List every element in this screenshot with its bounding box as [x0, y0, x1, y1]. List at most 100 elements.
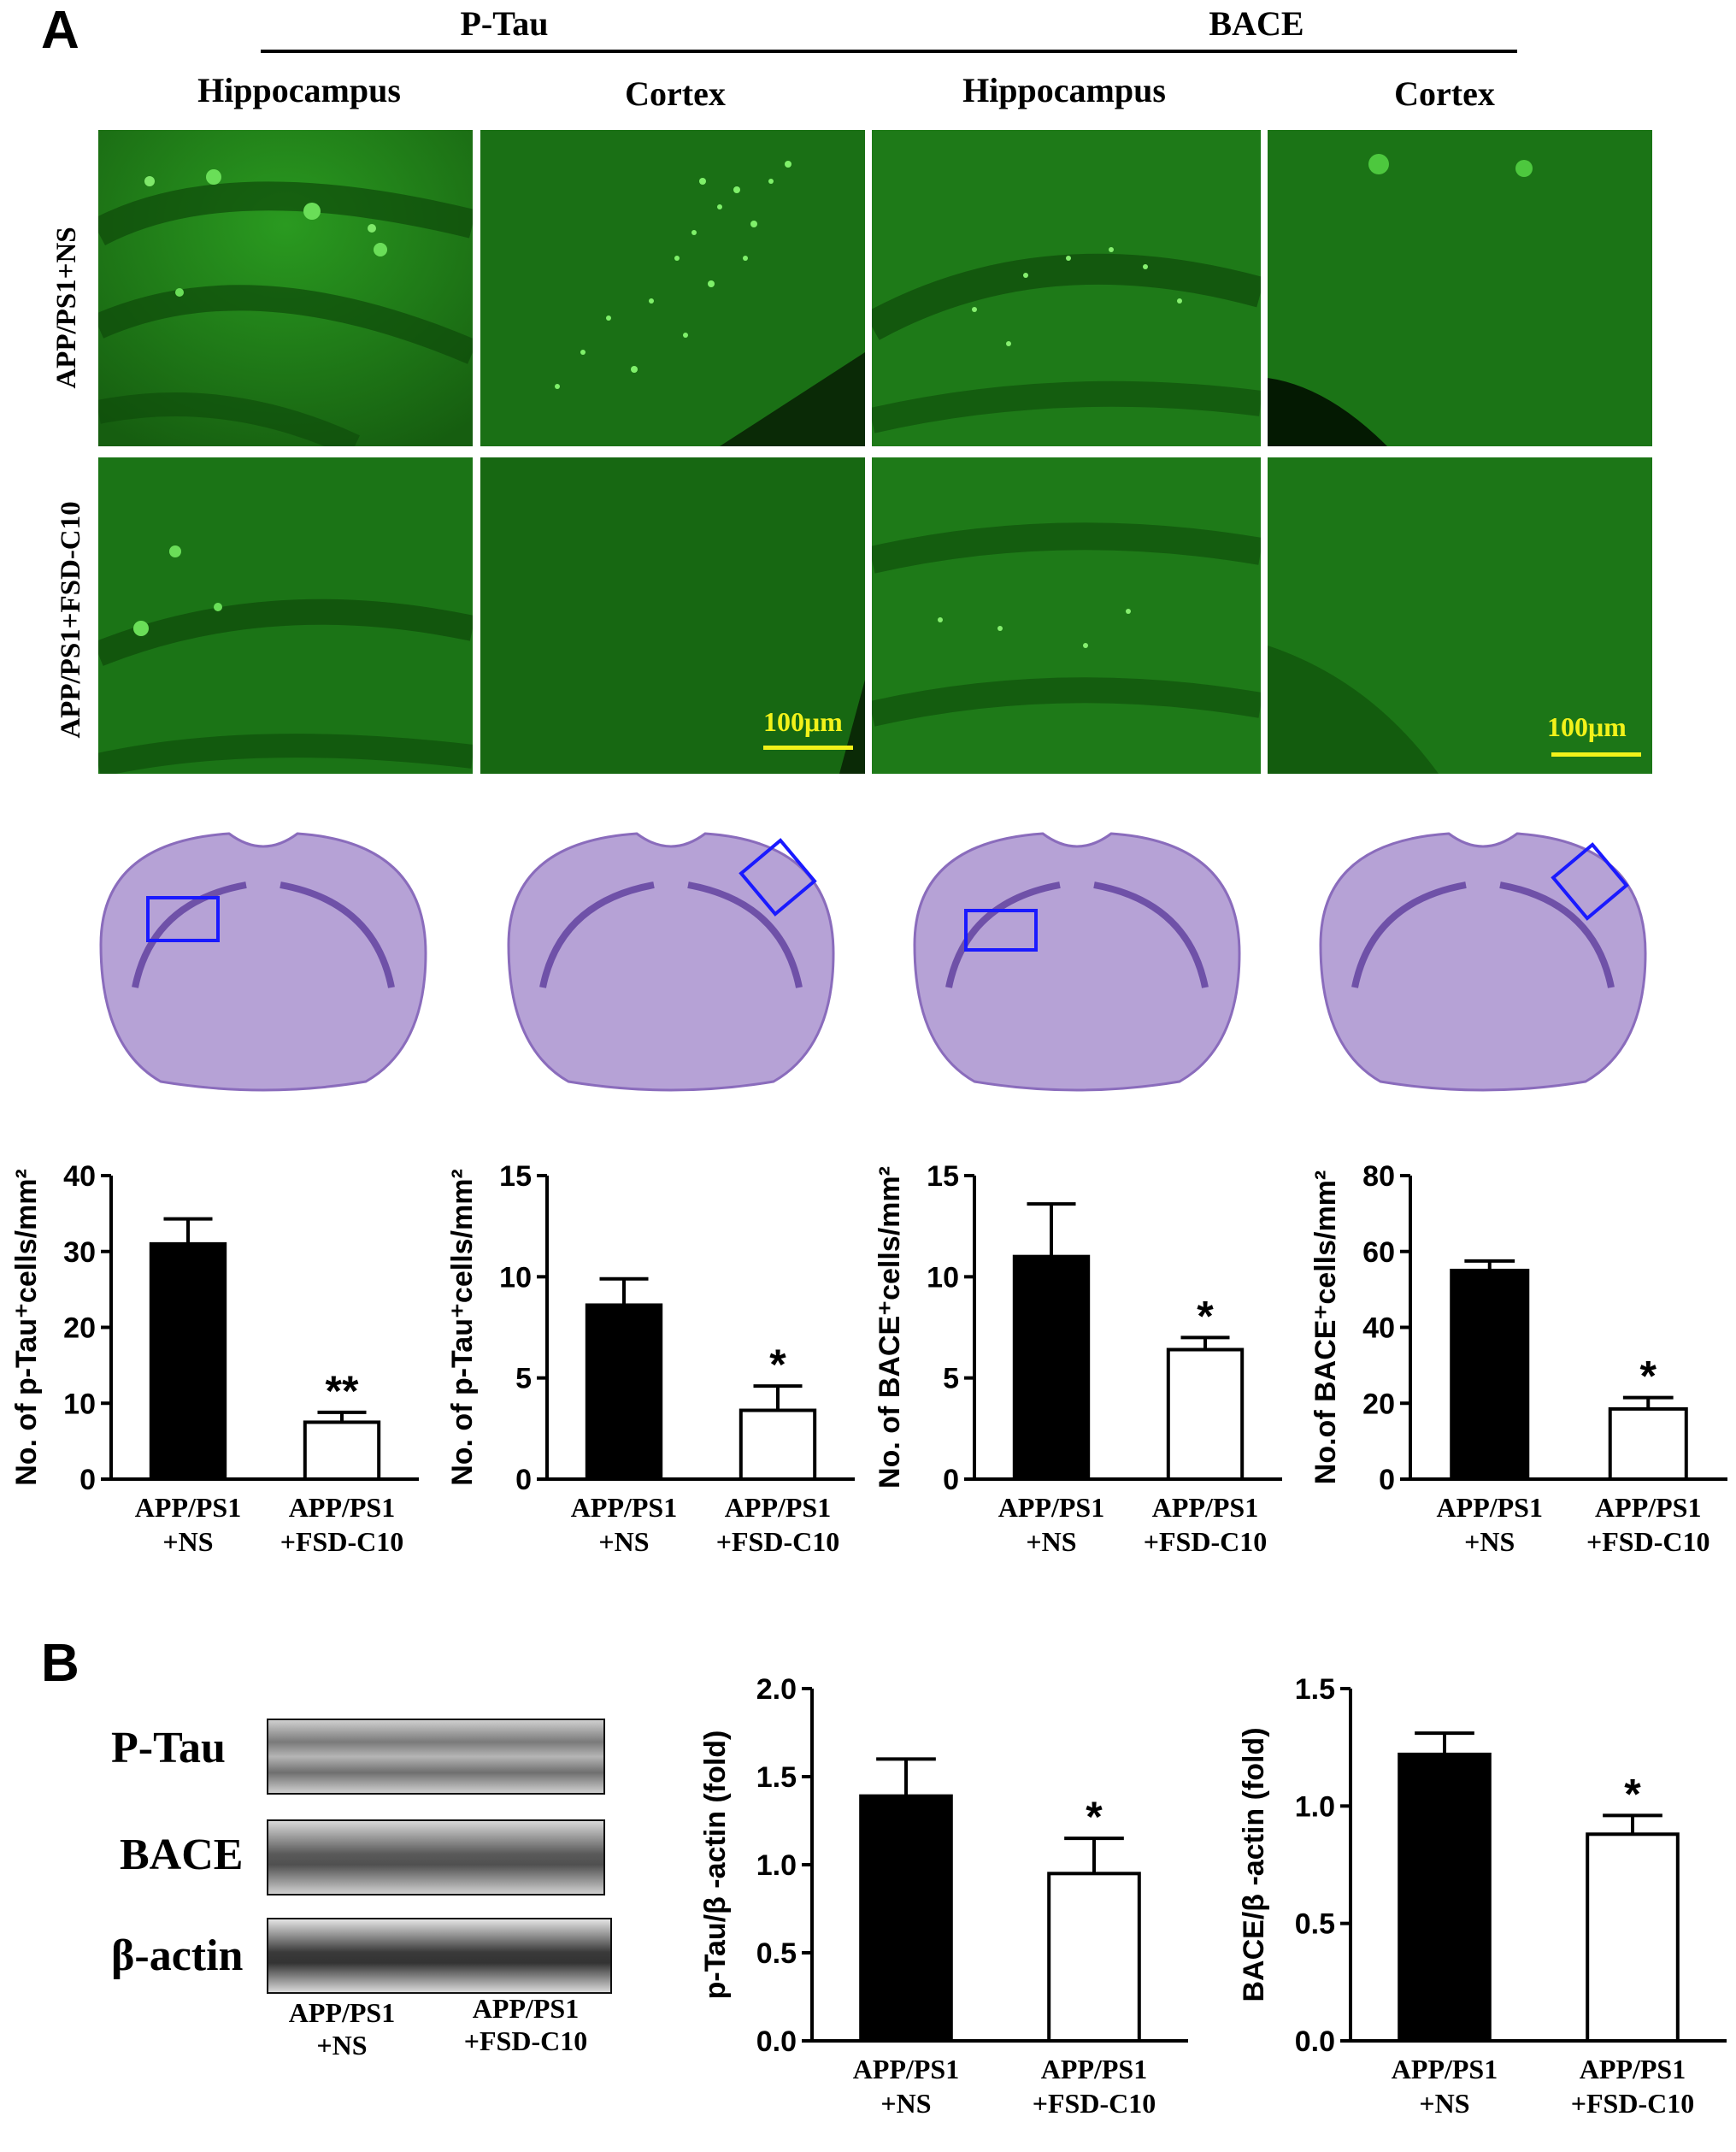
row-label-fsd: APP/PS1+FSD-C10 — [56, 501, 86, 739]
scale-bar-1 — [763, 746, 853, 750]
column-header-hippocampus-2: Hippocampus — [962, 71, 1166, 109]
y-tick-label: 40 — [63, 1160, 96, 1193]
significance-marker: * — [769, 1341, 786, 1388]
y-tick-label: 0 — [1379, 1464, 1395, 1496]
y-tick-label: 10 — [499, 1261, 532, 1294]
category-label: +FSD-C10 — [1144, 1526, 1267, 1557]
fluorescence-texture — [1268, 457, 1652, 774]
bar — [149, 1241, 227, 1481]
bar — [1047, 1872, 1141, 2043]
category-label: APP/PS1 — [289, 1492, 395, 1523]
category-label: +NS — [1419, 2088, 1469, 2119]
blot-label-ptau: P-Tau — [111, 1724, 226, 1772]
lane-label-ns-line1: APP/PS1 — [288, 1997, 396, 2028]
y-axis-label: No. of BACE⁺cells/mm² — [874, 1166, 906, 1489]
micrograph-ptau-cortex-ns — [480, 130, 865, 446]
lane-label-ns: APP/PS1 +NS — [256, 1996, 427, 2061]
y-tick-label: 15 — [927, 1160, 959, 1193]
y-tick-label: 0.0 — [1295, 2025, 1335, 2058]
chart-bace-western: 0.0 0.5 1.0 1.5 BACE/β -actin (fold) APP/PS1 +… — [1238, 1673, 1727, 2119]
micrograph-ptau-cortex-fsd — [480, 457, 865, 774]
y-tick-label: 40 — [1362, 1312, 1395, 1345]
bar — [303, 1420, 381, 1481]
scale-bar-label-1: 100μm — [763, 706, 843, 737]
micrograph-ptau-hippocampus-ns — [98, 130, 473, 446]
bar — [739, 1408, 817, 1481]
category-label: APP/PS1 — [135, 1492, 241, 1523]
category-label: APP/PS1 — [853, 2054, 959, 2084]
y-tick-label: 0.5 — [1295, 1908, 1335, 1941]
column-header-hippocampus-1: Hippocampus — [197, 71, 401, 109]
category-label: APP/PS1 — [1595, 1492, 1701, 1523]
bar — [1450, 1268, 1530, 1481]
y-tick-label: 80 — [1362, 1160, 1395, 1193]
category-label: +FSD-C10 — [716, 1526, 839, 1557]
bar — [585, 1303, 663, 1481]
micrograph-bace-cortex-fsd — [1268, 457, 1652, 774]
category-label: APP/PS1 — [998, 1492, 1104, 1523]
group-header-rule — [261, 50, 1517, 53]
y-tick-label: 10 — [927, 1261, 959, 1294]
bar — [1166, 1347, 1245, 1481]
y-axis-label: No.of BACE⁺cells/mm² — [1309, 1170, 1342, 1484]
scale-bar-2 — [1551, 752, 1641, 757]
category-label: +NS — [162, 1526, 213, 1557]
category-label: +NS — [1026, 1526, 1076, 1557]
fluorescence-texture — [872, 457, 1261, 774]
bar — [1398, 1752, 1492, 2043]
column-header-cortex-1: Cortex — [625, 74, 726, 113]
brain-section-1 — [99, 832, 427, 1092]
category-label: APP/PS1 — [1041, 2054, 1147, 2084]
group-header-bace: BACE — [1209, 4, 1304, 43]
significance-marker: ** — [326, 1367, 359, 1415]
category-label: +FSD-C10 — [1033, 2088, 1156, 2119]
category-label: +FSD-C10 — [280, 1526, 403, 1557]
blot-label-actin: β-actin — [111, 1931, 244, 1980]
y-tick-label: 1.5 — [1295, 1673, 1335, 1706]
y-tick-label: 60 — [1362, 1236, 1395, 1269]
bar — [1608, 1406, 1688, 1481]
fluorescence-texture — [480, 457, 865, 774]
panel-letter-a: A — [41, 1, 79, 60]
scale-bar-label-2: 100μm — [1547, 711, 1627, 742]
category-label: APP/PS1 — [725, 1492, 831, 1523]
y-tick-label: 0 — [943, 1464, 959, 1496]
y-tick-label: 0 — [79, 1464, 96, 1496]
fluorescence-texture — [98, 130, 473, 446]
brain-section-3 — [913, 832, 1241, 1092]
chart-ptau-western: 0.0 0.5 1.0 1.5 2.0 p-Tau/β -actin (fold) APP/… — [699, 1673, 1188, 2119]
micrograph-ptau-hippocampus-fsd — [98, 457, 473, 774]
fluorescence-texture — [98, 457, 473, 774]
micrograph-bace-hippocampus-ns — [872, 130, 1261, 446]
fluorescence-texture — [480, 130, 865, 446]
group-header-ptau: P-Tau — [460, 4, 549, 43]
y-tick-label: 5 — [943, 1363, 959, 1395]
y-tick-label: 1.5 — [756, 1761, 797, 1794]
y-tick-label: 0 — [515, 1464, 532, 1496]
y-axis-label: p-Tau/β -actin (fold) — [699, 1730, 732, 2000]
lane-label-fsd-line1: APP/PS1 — [472, 1993, 580, 2024]
category-label: +NS — [880, 2088, 931, 2119]
y-tick-label: 15 — [499, 1160, 532, 1193]
y-tick-label: 20 — [63, 1312, 96, 1345]
y-tick-label: 10 — [63, 1388, 96, 1420]
category-label: APP/PS1 — [571, 1492, 677, 1523]
category-label: APP/PS1 — [1580, 2054, 1686, 2084]
blot-label-bace: BACE — [120, 1831, 244, 1879]
bar — [859, 1794, 953, 2043]
y-axis-label: BACE/β -actin (fold) — [1238, 1727, 1270, 2002]
y-tick-label: 30 — [63, 1236, 96, 1269]
y-tick-label: 2.0 — [756, 1673, 797, 1706]
blot-ptau — [267, 1719, 605, 1795]
y-tick-label: 0.0 — [756, 2025, 797, 2058]
significance-marker: * — [1624, 1770, 1641, 1818]
y-tick-label: 1.0 — [756, 1849, 797, 1882]
blot-actin — [267, 1918, 612, 1994]
micrograph-bace-cortex-ns — [1268, 130, 1652, 446]
category-label: APP/PS1 — [1437, 1492, 1543, 1523]
category-label: +FSD-C10 — [1586, 1526, 1710, 1557]
